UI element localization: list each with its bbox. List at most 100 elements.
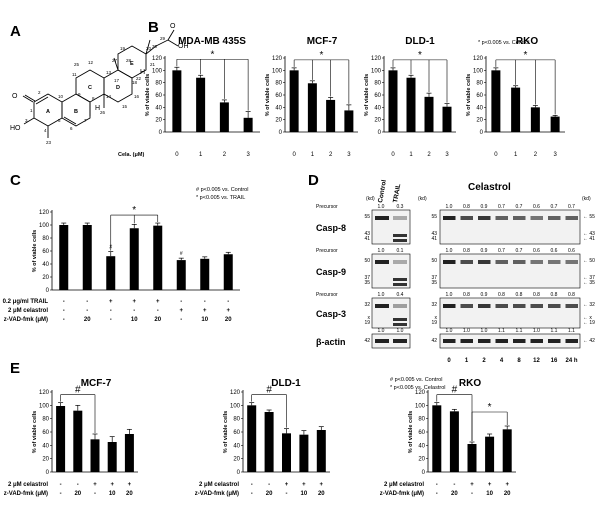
structure-labels: O OH HO O H H A B C D E [10,23,189,132]
carbon-number: 13 [106,70,112,75]
y-tick-label: 80 [476,81,483,87]
y-tick-label: 20 [155,118,162,124]
timepoint-label: 4 [500,358,504,364]
kd-marker-right: ← 35 [583,280,595,286]
y-axis-label: % of viable cells [408,411,414,454]
panel-e-rko-cell: - [453,482,455,488]
band [548,260,561,264]
kd-marker-left: 50 [364,258,370,264]
bar [200,258,210,290]
panel-e-mcf7-row-label: 2 μM celastrol [8,482,48,488]
carbon-number: 7 [84,118,87,123]
carbon-number: 20 [146,46,152,51]
panel-c-cell: - [110,317,112,323]
panel-e-rko-cell: + [488,482,492,488]
panel-label-e: E [10,360,20,377]
sig-mark: * [488,402,492,413]
atom-o2: O [170,23,176,30]
timepoint-label: 2 [482,358,486,364]
panel-e-dld1-cell: 20 [266,491,273,497]
panel-c-cell: + [226,308,230,314]
kd-marker-right: ← 42 [583,338,595,344]
x-tick-label: 0 [292,152,296,158]
panel-c-note-trail: * p<0.005 vs. TRAIL [196,195,245,201]
y-tick-label: 20 [374,118,381,124]
panel-c-cell: 20 [154,317,161,323]
bar [56,406,66,472]
panel-e-dld1-cell: - [251,482,253,488]
panel-e-dld1-cell: + [285,482,289,488]
panel-e-note-celastrol: * p<0.005 vs. Celastrol [390,385,446,391]
protein-name: Casp-3 [316,309,346,319]
panel-b-footnote: * p<0.005 vs. Control [478,40,530,46]
ring-c: C [88,85,92,91]
band [513,260,526,264]
y-axis-label: % of viable cells [364,74,370,117]
y-tick-label: 100 [371,68,382,74]
chart-title: RKO [459,378,481,389]
x-tick-label: 2 [427,152,431,158]
kd-marker-left: 37 [364,275,370,281]
blot-frame-left [371,209,411,245]
band [393,339,407,343]
y-tick-label: 100 [39,223,50,229]
chart-title: MCF-7 [307,36,338,47]
band [375,260,389,264]
y-tick-label: 80 [42,417,49,423]
bar [316,430,326,472]
blot-row-1: Casp-9 Precursor 1.0 0.1 1.0 0.8 0.9 0.7 0.7 0.6 0… [316,248,595,289]
quant-value: 0.1 [397,248,404,254]
y-tick-label: 40 [374,105,381,111]
y-tick-label: 120 [152,56,163,62]
y-tick-label: 120 [39,390,50,396]
chart-title: RKO [516,36,538,47]
kd-marker-right: ← 43 [583,231,595,237]
blot-frame-right [439,333,581,349]
quant-value: 0.9 [481,292,488,298]
bar [485,436,495,472]
blot-frame-left [371,333,411,349]
carbon-number: 18 [132,80,138,85]
band [393,234,407,237]
bar [307,83,317,132]
sig-mark: # [452,385,458,396]
panel-c-cell: - [86,308,88,314]
x-tick-label: 3 [347,152,351,158]
panel-c-cell: 20 [84,317,91,323]
y-tick-label: 100 [230,403,241,409]
panel-e-mcf7-cell: 10 [109,491,116,497]
panel-e-dld1-cell: - [286,491,288,497]
panel-c-row-label: 0.2 μg/ml TRAIL [3,299,49,305]
y-axis-label: % of viable cells [466,74,472,117]
quant-value: 0.8 [463,248,470,254]
panel-c-row-label: 2 μM celastrol [8,308,48,314]
panel-e-dld1-cell: - [268,482,270,488]
panel-e-dld1-cell: + [320,482,324,488]
carbon-number: 9 [78,92,81,97]
panel-e-dld1-cell: 10 [301,491,308,497]
blot-row-3: β-actin 1.0 1.0 1.0 1.0 1.0 1.1 1.1 1.0 1.1 1.1 42 4… [316,328,595,349]
y-tick-label: 0 [159,130,163,136]
quant-value: 0.8 [516,292,523,298]
panel-c-cell: + [156,299,160,305]
y-tick-label: 20 [42,457,49,463]
kd-label-left: (kd) [366,196,375,202]
y-tick-label: 0 [378,130,382,136]
kd-marker-right: ← 19 [583,320,595,326]
band [478,260,491,264]
panel-c-cell: + [203,308,207,314]
carbon-number: 1 [30,108,33,113]
chart-title: MCF-7 [81,378,112,389]
y-tick-label: 0 [46,470,50,476]
x-tick-label: 1 [199,152,203,158]
y-tick-label: 40 [275,105,282,111]
band [460,260,473,264]
bar [511,87,521,132]
kd-marker-right: ← x [583,315,592,321]
carbon-number: 12 [88,60,94,65]
bar [243,117,253,132]
chart-b3: DLD-1 0 20 40 60 80 100 120 % of viable cells 0 1 2… [364,36,456,158]
panel-c-cell: + [132,299,136,305]
